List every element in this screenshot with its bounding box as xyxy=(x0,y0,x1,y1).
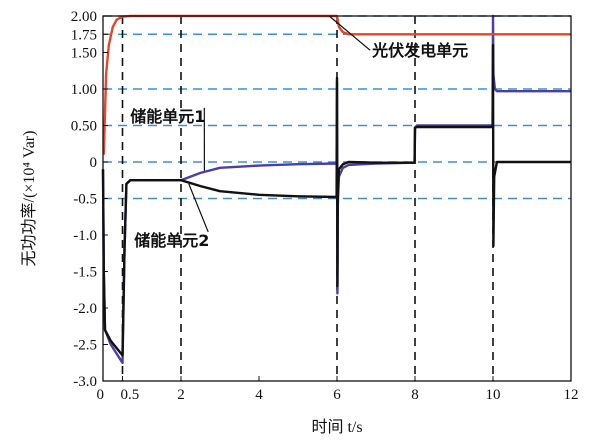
y-tick-label: -0.5 xyxy=(73,192,97,208)
x-tick-label: 2 xyxy=(177,387,185,403)
annotation-leader xyxy=(188,183,209,233)
x-axis-title: 时间 t/s xyxy=(311,418,362,436)
y-tick-label: -1.5 xyxy=(73,265,97,281)
x-tick-label: 4 xyxy=(255,387,263,403)
y-tick-label: 1.75 xyxy=(71,27,97,43)
y-tick-label: 1.50 xyxy=(71,46,97,62)
x-tick-label: 0 xyxy=(97,387,105,403)
ticks-layer: 2.001.751.501.000.500-0.5-1.0-1.5-2.0-2.… xyxy=(71,9,579,403)
y-tick-label: 0 xyxy=(90,155,98,171)
annotation-leader xyxy=(328,15,371,51)
x-tick-label: 10 xyxy=(486,387,501,403)
annotation-label: 储能单元2 xyxy=(133,231,209,250)
y-tick-label: 0.50 xyxy=(71,119,97,135)
series-line xyxy=(101,44,571,357)
y-tick-label: -2.5 xyxy=(73,338,97,354)
y-tick-label: 1.00 xyxy=(71,82,97,98)
x-tick-label: 12 xyxy=(564,387,579,403)
y-tick-label: -2.0 xyxy=(73,301,97,317)
annotation-label: 储能单元1 xyxy=(129,107,205,126)
x-tick-label: 8 xyxy=(411,387,419,403)
x-tick-label: 0.5 xyxy=(121,387,140,403)
x-tick-label: 6 xyxy=(333,387,341,403)
y-tick-label: -1.0 xyxy=(73,228,97,244)
y-axis-title: 无功功率/(×10⁴ Var) xyxy=(20,131,38,267)
y-tick-label: 2.00 xyxy=(71,9,97,25)
annotation-label: 光伏发电单元 xyxy=(371,41,468,60)
y-tick-label: -3.0 xyxy=(73,374,97,390)
